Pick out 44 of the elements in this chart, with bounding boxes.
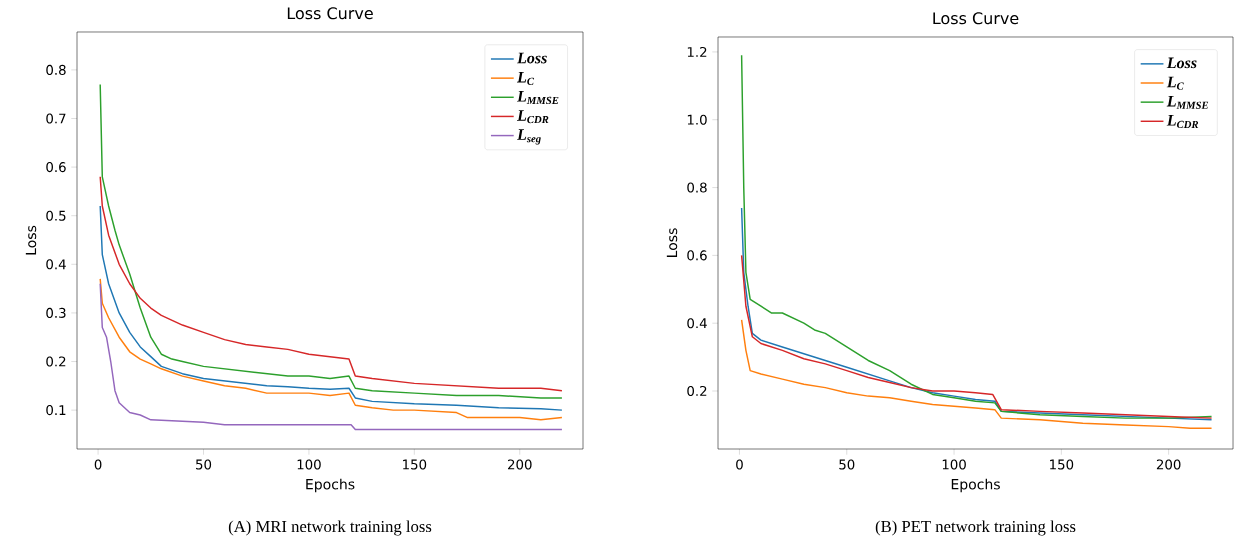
x-tick-label: 200 bbox=[1156, 459, 1181, 470]
x-axis-title: Epochs bbox=[951, 478, 1000, 493]
legend-label: L$_{C}$ bbox=[1166, 76, 1184, 90]
text: (B) PET network training loss bbox=[875, 520, 1076, 536]
y-tick-label: 0.8 bbox=[687, 182, 707, 193]
y-tick-label: 0.3 bbox=[46, 307, 66, 318]
x-tick-label: 50 bbox=[196, 459, 212, 470]
legend-label: L$_{CDR}$ bbox=[1166, 115, 1199, 129]
legend-label: L$_{C}$ bbox=[516, 71, 535, 85]
legend-label: L$_{seg}$ bbox=[516, 129, 541, 145]
y-tick-label: 1.2 bbox=[687, 46, 707, 57]
legend-label: L$_{MMSE}$ bbox=[516, 91, 559, 105]
line-series bbox=[740, 319, 1213, 430]
y-tick-label: 0.6 bbox=[46, 162, 66, 173]
x-tick-label: 100 bbox=[297, 459, 321, 470]
y-tick-label: 0.7 bbox=[46, 113, 66, 124]
x-tick-label: 50 bbox=[839, 459, 855, 470]
y-tick-label: 0.2 bbox=[687, 385, 707, 397]
y-tick-label: 0.4 bbox=[687, 318, 707, 329]
y-axis-title: Loss bbox=[25, 225, 37, 255]
x-tick-label: 100 bbox=[942, 459, 966, 470]
legend-label: Loss bbox=[516, 52, 547, 64]
line-series bbox=[740, 54, 1213, 419]
legend-label: L$_{MMSE}$ bbox=[1166, 95, 1209, 109]
legend-label: L$_{CDR}$ bbox=[516, 110, 549, 124]
chart-title: Loss Curve bbox=[933, 12, 1019, 25]
chart-title: Loss Curve bbox=[287, 7, 373, 20]
x-tick-label: 0 bbox=[736, 459, 743, 470]
x-tick-label: 150 bbox=[403, 459, 427, 470]
legend-label: Loss bbox=[1166, 57, 1197, 69]
x-tick-label: 150 bbox=[1050, 459, 1074, 470]
y-axis-title: Loss bbox=[666, 228, 678, 257]
y-tick-label: 0.6 bbox=[687, 250, 707, 261]
x-tick-label: 200 bbox=[508, 459, 532, 470]
y-tick-label: 0.2 bbox=[46, 356, 66, 367]
y-tick-label: 0.1 bbox=[46, 405, 66, 416]
y-tick-label: 1.0 bbox=[687, 114, 707, 125]
x-tick-label: 0 bbox=[94, 459, 102, 470]
y-tick-label: 0.5 bbox=[46, 210, 66, 221]
line-series bbox=[740, 254, 1213, 419]
text: (A) MRI network training loss bbox=[228, 520, 432, 536]
y-tick-label: 0.4 bbox=[46, 259, 66, 270]
y-tick-label: 0.8 bbox=[46, 64, 66, 75]
x-axis-title: Epochs bbox=[306, 478, 355, 493]
